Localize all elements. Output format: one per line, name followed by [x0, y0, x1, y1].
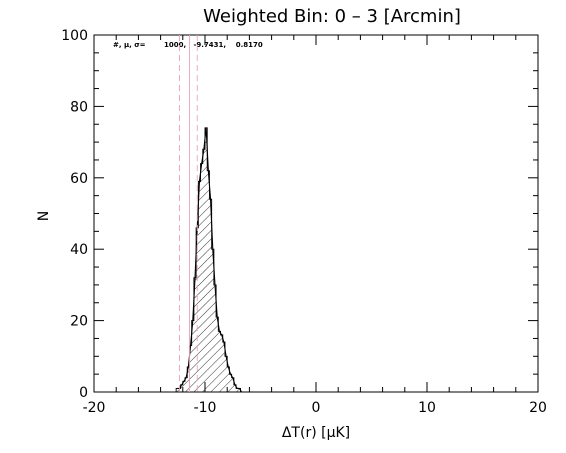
- histogram-bar: [187, 367, 190, 392]
- histogram-bar: [216, 317, 219, 392]
- stats-annotation-label: #, μ, σ=: [113, 41, 146, 49]
- histogram-bar: [191, 320, 194, 392]
- histogram-bar: [207, 170, 210, 392]
- histogram-bar: [209, 199, 212, 392]
- histogram-bar: [218, 331, 221, 392]
- x-tick-label: 10: [418, 400, 436, 416]
- histogram-bar: [182, 381, 186, 392]
- histogram-bar: [193, 277, 197, 392]
- y-tick-label: 80: [70, 99, 88, 115]
- plot-layer: -20 -10 0 10 20 0 20 40 60 80 100: [61, 28, 547, 416]
- histogram-bar: [231, 377, 234, 392]
- histogram-bar: [236, 388, 239, 392]
- y-axis-label: N: [36, 211, 52, 221]
- histogram-bar: [224, 356, 228, 392]
- stats-annotation: #, μ, σ= 1000, -9.7431, 0.8170: [113, 41, 263, 49]
- stats-annotation-values: 1000, -9.7431, 0.8170: [164, 41, 263, 49]
- histogram-bar: [176, 388, 179, 392]
- x-axis-label: ΔT(r) [μK]: [282, 425, 350, 441]
- y-tick-label: 0: [79, 385, 88, 401]
- chart-title: Weighted Bin: 0 – 3 [Arcmin]: [203, 6, 461, 27]
- histogram-bar: [222, 342, 225, 392]
- histogram-bar: [233, 384, 237, 392]
- histogram-bar: [213, 284, 217, 392]
- y-tick-label: 100: [61, 28, 88, 44]
- x-tick-label: 20: [529, 400, 547, 416]
- histogram-bar: [185, 377, 188, 392]
- x-tick-label: -20: [83, 400, 106, 416]
- histogram-bar: [205, 127, 208, 392]
- histogram-bar: [227, 367, 230, 392]
- histogram-bar: [189, 345, 192, 392]
- x-tick-label: -10: [194, 400, 217, 416]
- plot-frame: [93, 34, 539, 393]
- y-tick-label: 60: [70, 171, 88, 187]
- y-tick-label: 40: [70, 242, 88, 258]
- histogram-bar: [211, 249, 214, 392]
- histogram-bar: [202, 149, 205, 392]
- histogram-bar: [198, 181, 201, 392]
- histogram-bar: [200, 163, 203, 392]
- x-tick-label: 0: [312, 400, 321, 416]
- histogram-bar: [238, 388, 241, 392]
- histogram-curve: [177, 127, 243, 393]
- histogram-bar: [180, 384, 183, 392]
- histogram-bar: [220, 334, 223, 392]
- y-tick-label: 20: [70, 314, 88, 330]
- histogram-bar: [229, 374, 232, 392]
